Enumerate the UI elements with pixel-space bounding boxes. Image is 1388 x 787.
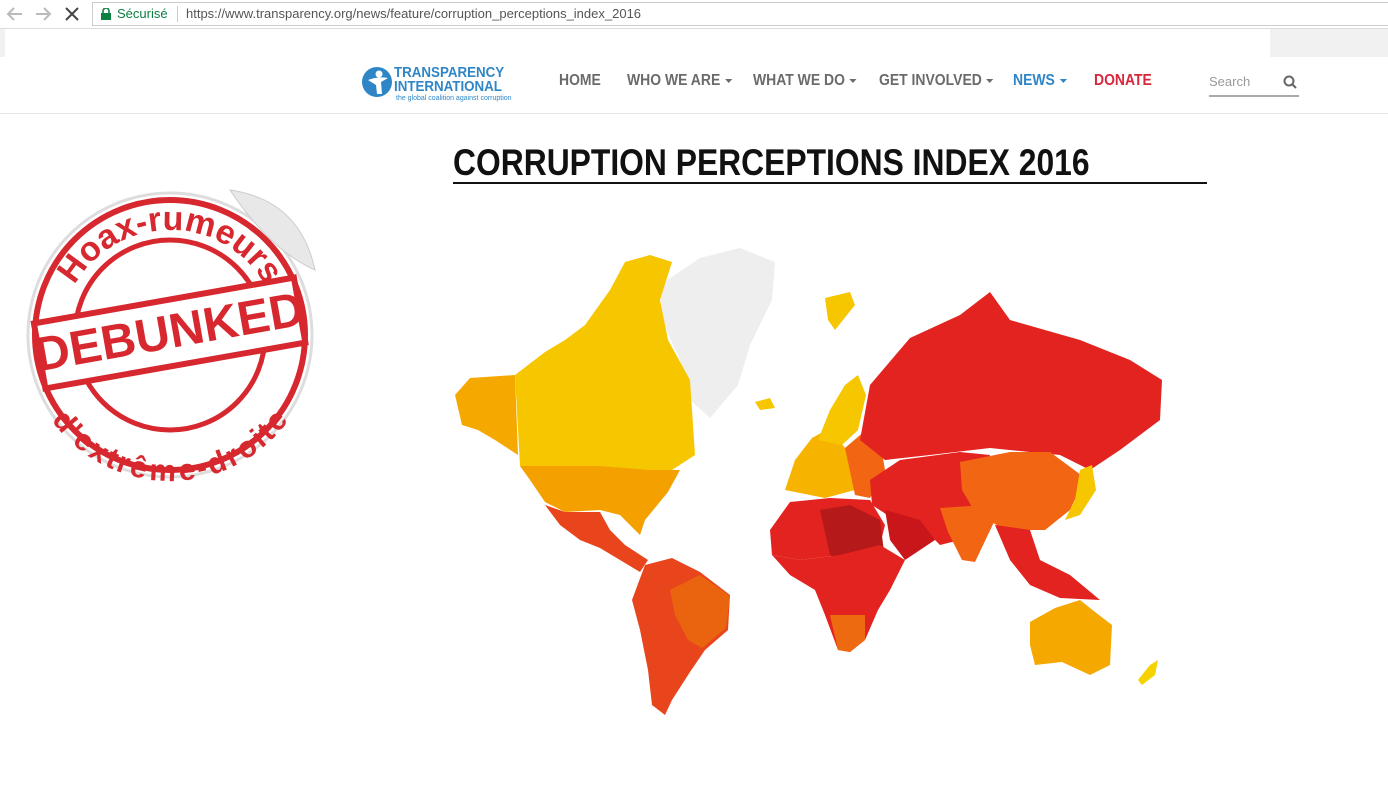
address-bar[interactable]: Sécurisé https://www.transparency.org/ne… xyxy=(92,2,1388,26)
logo-line2[interactable]: INTERNATIONAL xyxy=(394,79,502,95)
browser-toolbar: Sécurisé https://www.transparency.org/ne… xyxy=(0,0,1388,29)
canada xyxy=(515,255,695,475)
debunked-sticker: Hoax-rumeurs DEBUNKED d'extrême-droite xyxy=(26,189,316,488)
bookmark-strip-inner xyxy=(5,29,1270,57)
stop-button[interactable] xyxy=(65,7,79,21)
title-underline xyxy=(453,182,1207,184)
nav-donate[interactable]: DONATE xyxy=(1094,72,1152,89)
nav-label: WHAT WE DO xyxy=(753,72,845,89)
southern-africa xyxy=(830,615,865,652)
nav-label: NEWS xyxy=(1013,72,1055,89)
eastern-europe xyxy=(845,430,885,498)
banner-box xyxy=(30,274,309,392)
stamp-banner: DEBUNKED xyxy=(30,274,309,392)
svalbard xyxy=(825,292,855,330)
forward-button[interactable] xyxy=(36,7,52,21)
new-zealand xyxy=(1138,660,1158,685)
africa-sahel xyxy=(820,505,885,570)
nav-who-we-are[interactable]: WHO WE ARE xyxy=(627,72,732,90)
divider xyxy=(177,6,178,22)
logo-icon[interactable] xyxy=(360,64,400,104)
caret xyxy=(849,78,857,83)
india xyxy=(940,505,995,562)
middle-east-central-asia xyxy=(870,452,990,545)
caret xyxy=(1059,78,1067,83)
secure-label: Sécurisé xyxy=(117,6,168,21)
caret xyxy=(724,78,732,83)
site-header xyxy=(0,57,1388,114)
brazil xyxy=(670,575,730,648)
search-icon[interactable] xyxy=(1283,75,1297,89)
nav-get-involved[interactable]: GET INVOLVED xyxy=(879,72,994,90)
china xyxy=(960,452,1085,530)
nav-what-we-do[interactable]: WHAT WE DO xyxy=(753,72,857,90)
russia xyxy=(860,292,1162,470)
url: https://www.transparency.org/news/featur… xyxy=(186,6,642,21)
africa-central-south xyxy=(772,545,905,652)
nav-label: GET INVOLVED xyxy=(879,72,982,89)
logo-tagline: the global coalition against corruption xyxy=(396,95,512,102)
nav-label: WHO WE ARE xyxy=(627,72,721,89)
back-button[interactable] xyxy=(6,7,22,21)
search-placeholder: Search xyxy=(1209,74,1251,89)
southeast-asia xyxy=(995,525,1100,600)
logo-line1[interactable]: TRANSPARENCY xyxy=(394,65,505,81)
nav-news[interactable]: NEWS xyxy=(1013,72,1067,90)
south-america xyxy=(632,558,730,715)
australia xyxy=(1030,600,1112,675)
nav-buttons xyxy=(6,7,79,21)
arabia xyxy=(885,510,935,560)
usa xyxy=(520,466,680,535)
greenland xyxy=(660,248,775,418)
search-box[interactable]: Search xyxy=(1209,70,1299,97)
scandinavia xyxy=(818,375,866,445)
sticker-peel xyxy=(228,189,316,271)
mexico xyxy=(545,505,648,572)
caret xyxy=(986,78,994,83)
nav-home[interactable]: HOME xyxy=(559,72,601,89)
africa-north xyxy=(770,498,885,560)
japan xyxy=(1065,465,1096,520)
europe-west xyxy=(785,428,858,498)
iceland xyxy=(755,398,775,410)
lock-icon xyxy=(101,8,111,20)
page-title: CORRUPTION PERCEPTIONS INDEX 2016 xyxy=(453,142,1090,183)
alaska xyxy=(455,375,518,455)
